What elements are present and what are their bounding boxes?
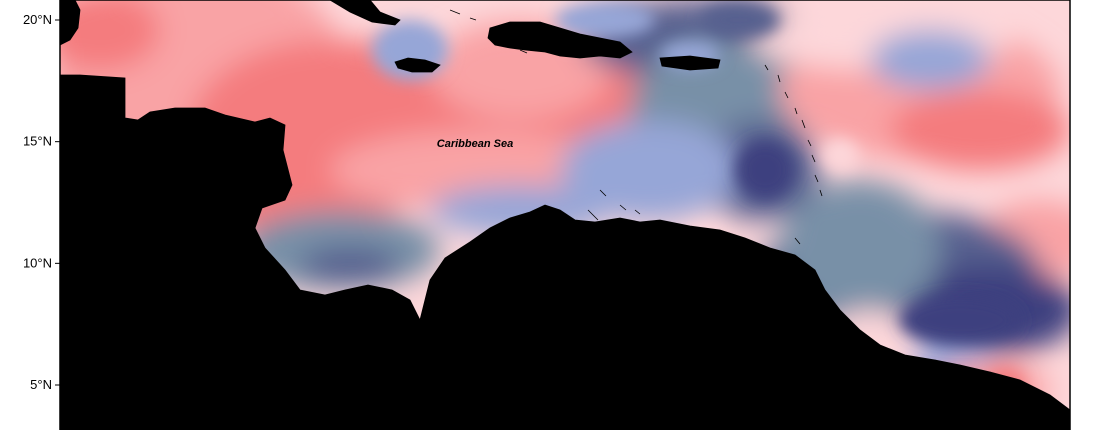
- plot-area: Caribbean Sea Pacific Ocean: [60, 0, 1070, 430]
- borders: [60, 0, 1070, 430]
- lat-tick-label: 10°N: [23, 255, 52, 270]
- caribbean-sea-label: Caribbean Sea: [437, 138, 513, 150]
- lat-tick-label: 15°N: [23, 134, 52, 149]
- y-axis: 20°N 15°N 10°N 5°N: [23, 12, 60, 392]
- place-labels: Caribbean Sea Pacific Ocean: [191, 138, 513, 392]
- anomaly-detail-blob: [735, 140, 795, 200]
- lat-tick-label: 5°N: [30, 377, 52, 392]
- plot-frame: [59, 0, 1071, 430]
- anomaly-blob: [870, 30, 990, 90]
- anomaly-detail-blob: [900, 295, 1020, 345]
- landmasses: [60, 0, 1070, 430]
- anomaly-blob: [300, 247, 400, 283]
- anomaly-blob: [60, 0, 160, 70]
- pacific-ocean-label: Pacific Ocean: [191, 380, 263, 392]
- hispaniola: [488, 22, 632, 58]
- pacific-coast: [60, 160, 415, 430]
- anomaly-blob: [890, 90, 1070, 170]
- cuba: [60, 0, 80, 45]
- lat-tick-label: 20°N: [23, 12, 52, 27]
- anomaly-detail-blob: [555, 2, 655, 38]
- puerto-rico: [660, 56, 720, 70]
- anomaly-detail-blob: [822, 139, 858, 171]
- anomaly-detail-blob: [700, 2, 780, 38]
